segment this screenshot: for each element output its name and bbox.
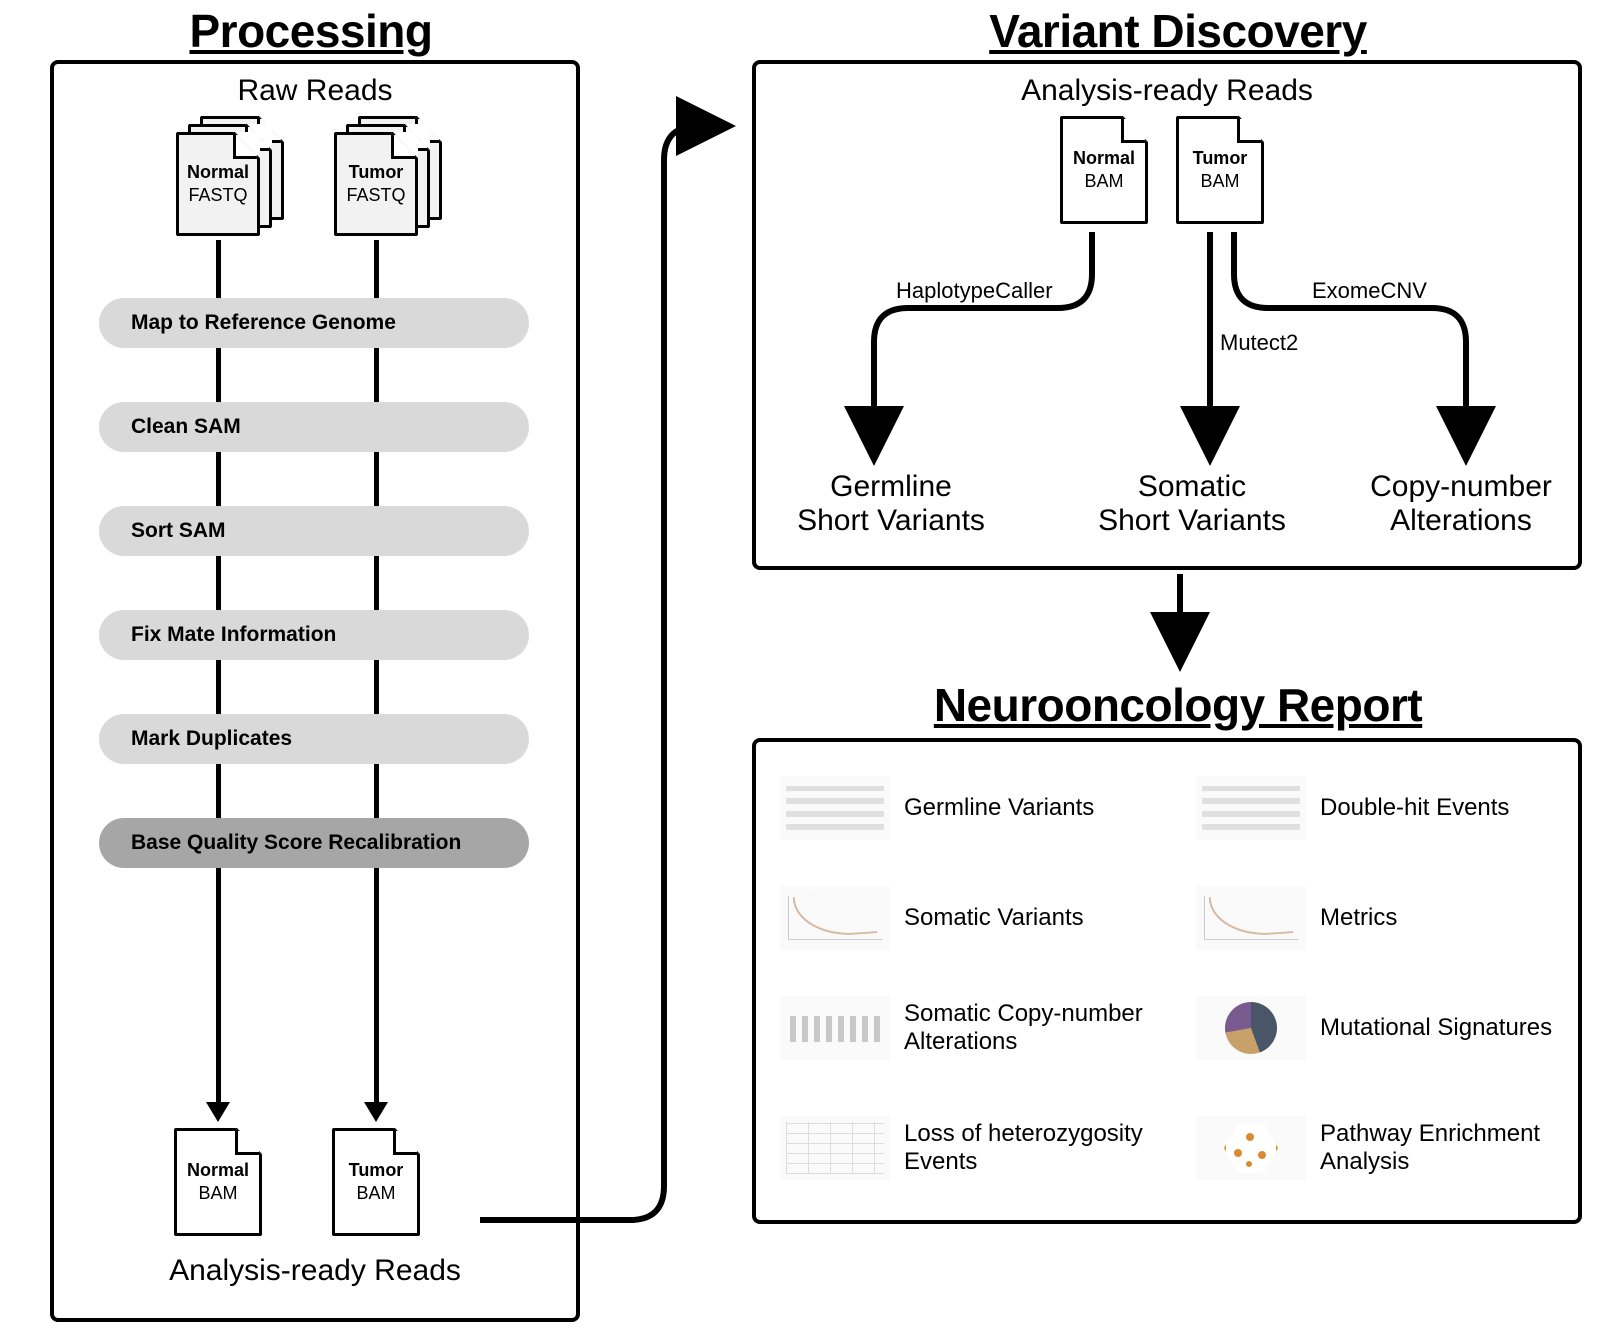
step-bqsr: Base Quality Score Recalibration xyxy=(99,818,529,868)
report-somatic-variants: Somatic Variants xyxy=(780,886,1084,950)
report-metrics: Metrics xyxy=(1196,886,1397,950)
file-label: Normal xyxy=(187,1160,249,1181)
bam-normal: Normal BAM xyxy=(174,1128,262,1236)
vd-result-somatic: Somatic Short Variants xyxy=(1022,470,1362,538)
pie-chart-icon xyxy=(1196,996,1306,1060)
vd-result-germline: Germline Short Variants xyxy=(776,470,1006,538)
file-label: FASTQ xyxy=(188,185,247,206)
fastq-normal-stack: Normal FASTQ xyxy=(176,116,284,236)
file-label: Tumor xyxy=(349,162,404,183)
step-mark-dup: Mark Duplicates xyxy=(99,714,529,764)
arrowhead-icon xyxy=(364,1102,388,1122)
thumbnail-icon xyxy=(1196,886,1306,950)
processing-title: Processing xyxy=(96,4,526,58)
pipeline-line xyxy=(374,240,379,1104)
thumbnail-icon xyxy=(780,886,890,950)
tool-haplotypecaller: HaplotypeCaller xyxy=(896,278,1053,304)
arrowhead-icon xyxy=(206,1102,230,1122)
file-label: BAM xyxy=(356,1183,395,1204)
report-germline-variants: Germline Variants xyxy=(780,776,1094,840)
pathfindr-icon: pathfindR xyxy=(1196,1116,1306,1180)
vd-bam-tumor: Tumor BAM xyxy=(1176,116,1264,224)
thumbnail-icon xyxy=(780,1116,890,1180)
report-doublehit: Double-hit Events xyxy=(1196,776,1509,840)
thumbnail-icon xyxy=(780,996,890,1060)
processing-panel: Raw Reads Normal FASTQ Tumor FASTQ Map t… xyxy=(50,60,580,1322)
vd-result-cnv: Copy-number Alterations xyxy=(1346,470,1576,538)
report-pathway: pathfindR Pathway EnrichmentAnalysis xyxy=(1196,1116,1540,1180)
thumbnail-icon xyxy=(1196,776,1306,840)
connector-vd-to-report xyxy=(1150,570,1210,680)
file-label: Tumor xyxy=(1193,148,1248,169)
processing-raw-reads: Raw Reads xyxy=(54,74,576,108)
report-loh: Loss of heterozygosityEvents xyxy=(780,1116,1143,1180)
bam-tumor: Tumor BAM xyxy=(332,1128,420,1236)
step-sort-sam: Sort SAM xyxy=(99,506,529,556)
fastq-tumor-stack: Tumor FASTQ xyxy=(334,116,442,236)
vd-panel: Analysis-ready Reads Normal BAM Tumor BA… xyxy=(752,60,1582,570)
thumbnail-icon xyxy=(780,776,890,840)
report-title: Neurooncology Report xyxy=(828,678,1528,732)
file-label: FASTQ xyxy=(346,185,405,206)
file-label: Tumor xyxy=(349,1160,404,1181)
report-panel: Germline Variants Somatic Variants Somat… xyxy=(752,738,1582,1224)
file-label: BAM xyxy=(1084,171,1123,192)
step-clean-sam: Clean SAM xyxy=(99,402,529,452)
tool-mutect2: Mutect2 xyxy=(1220,330,1298,356)
file-label: Normal xyxy=(1073,148,1135,169)
report-mut-sig: Mutational Signatures xyxy=(1196,996,1552,1060)
processing-analysis-ready: Analysis-ready Reads xyxy=(54,1254,576,1288)
file-label: Normal xyxy=(187,162,249,183)
vd-title: Variant Discovery xyxy=(828,4,1528,58)
file-label: BAM xyxy=(1200,171,1239,192)
vd-bam-normal: Normal BAM xyxy=(1060,116,1148,224)
step-map-reference: Map to Reference Genome xyxy=(99,298,529,348)
vd-subheading: Analysis-ready Reads xyxy=(756,74,1578,108)
report-somatic-cnv: Somatic Copy-numberAlterations xyxy=(780,996,1143,1060)
step-fix-mate: Fix Mate Information xyxy=(99,610,529,660)
file-label: BAM xyxy=(198,1183,237,1204)
pipeline-line xyxy=(216,240,221,1104)
tool-exomecnv: ExomeCNV xyxy=(1312,278,1427,304)
